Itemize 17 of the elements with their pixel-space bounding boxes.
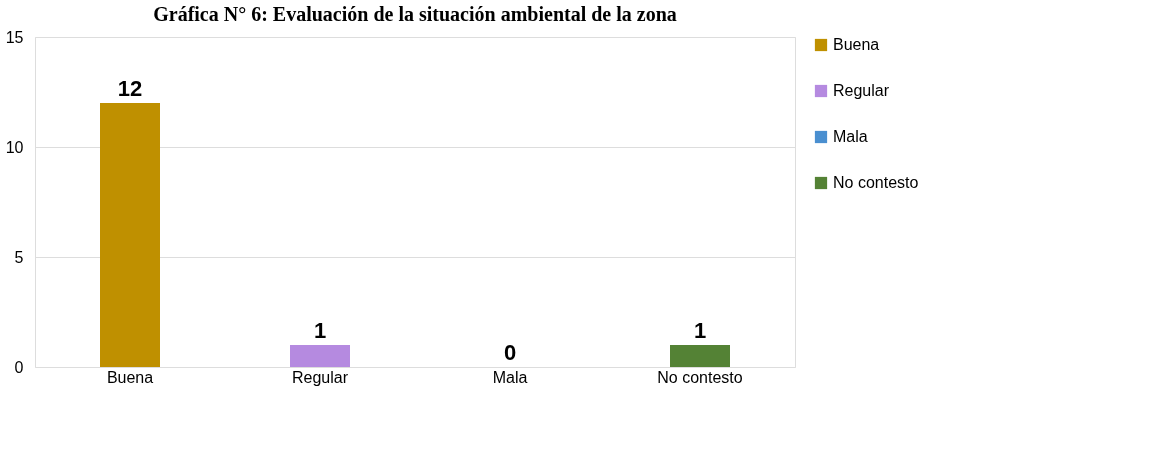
legend-label: No contesto xyxy=(833,174,919,191)
chart-title: Gráfica N° 6: Evaluación de la situación ambiental de la zona xyxy=(153,3,677,25)
x-tick-label: Regular xyxy=(291,368,349,386)
y-tick-label: 5 xyxy=(14,248,24,266)
data-label: 0 xyxy=(503,340,517,365)
y-tick-label: 0 xyxy=(14,358,24,376)
legend-label: Regular xyxy=(833,82,890,99)
data-label: 1 xyxy=(313,318,327,343)
legend-label: Buena xyxy=(833,36,880,53)
x-tick-label: No contesto xyxy=(657,368,743,386)
y-tick-label: 15 xyxy=(5,28,24,46)
y-tick-label: 10 xyxy=(5,138,24,156)
legend-label: Mala xyxy=(833,128,868,145)
data-label: 12 xyxy=(117,76,143,101)
x-tick-label: Mala xyxy=(492,368,528,386)
x-tick-label: Buena xyxy=(106,368,154,386)
data-label: 1 xyxy=(693,318,707,343)
